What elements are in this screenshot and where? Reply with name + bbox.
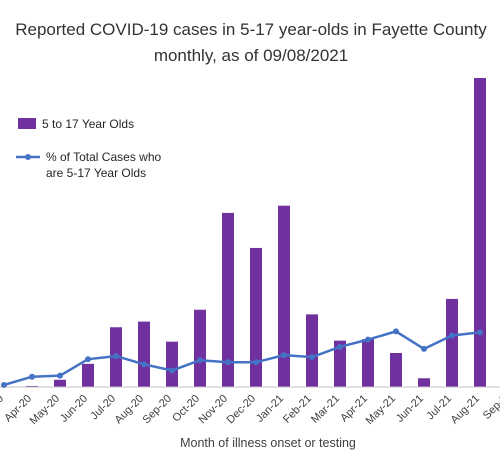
x-tick-Sep-20: Sep-20: [141, 393, 175, 427]
line-point-Apr-20: [29, 373, 35, 380]
legend-bar-swatch: [18, 118, 36, 129]
legend: 5 to 17 Year Olds % of Total Cases who a…: [16, 117, 161, 180]
x-tick-Sep-21: Sep-2: [481, 393, 500, 422]
chart-title-line-2: monthly, as of 09/08/2021: [154, 46, 348, 65]
x-tick-Aug-21: Aug-21: [449, 393, 483, 427]
bar-Nov-20: [222, 212, 234, 387]
bar-May-21: [390, 353, 402, 387]
bar-Aug-20: [138, 321, 150, 387]
legend-bar-label: 5 to 17 Year Olds: [42, 117, 134, 131]
x-tick-Mar-21: Mar-21: [309, 393, 342, 426]
x-axis-label: Month of illness onset or testing: [180, 436, 356, 450]
line-point-Nov-20: [225, 359, 231, 366]
x-tick-May-20: May-20: [28, 393, 62, 427]
line-point-May-20: [57, 372, 63, 379]
bar-Oct-20: [194, 309, 206, 387]
pct-line: [3, 330, 481, 387]
x-tick-Jun-20: Jun-20: [58, 393, 90, 425]
line-point-Jun-21: [421, 345, 427, 352]
x-tick-Aug-20: Aug-20: [113, 393, 147, 427]
x-tick-labels: 20Apr-20May-20Jun-20Jul-20Aug-20Sep-20Oc…: [0, 393, 500, 427]
line-point-Sep-20: [169, 367, 175, 374]
line-point-Oct-20: [197, 357, 203, 364]
bar-Jan-21: [278, 205, 290, 387]
line-point-Aug-20: [141, 361, 147, 368]
legend-line-label-2: are 5-17 Year Olds: [46, 166, 146, 180]
x-tick-Mar-20: 20: [0, 393, 6, 410]
bar-Dec-20: [250, 247, 262, 387]
line-point-Dec-20: [253, 359, 259, 366]
bar-Aug-21: [474, 78, 486, 387]
x-tick-Feb-21: Feb-21: [281, 393, 314, 426]
line-point-Feb-21: [309, 354, 315, 361]
line-point-Mar-21: [337, 343, 343, 350]
bar-Jun-20: [82, 363, 94, 387]
x-tick-Nov-20: Nov-20: [197, 393, 231, 427]
x-tick-May-21: May-21: [364, 393, 398, 427]
legend-line-label-1: % of Total Cases who: [46, 150, 161, 164]
line-point-Mar-20: [1, 381, 7, 388]
line-point-Jul-20: [113, 353, 119, 360]
bar-May-20: [54, 379, 66, 387]
legend-line-marker: [25, 154, 31, 160]
bar-Feb-21: [306, 314, 318, 387]
line-point-Aug-21: [477, 329, 483, 336]
x-tick-Dec-20: Dec-20: [225, 393, 259, 427]
bar-Mar-21: [334, 340, 346, 387]
line-series: [1, 328, 483, 388]
line-point-May-21: [393, 328, 399, 335]
bar-series: [26, 78, 486, 387]
bar-Jul-21: [446, 298, 458, 387]
chart-title-line-1: Reported COVID-19 cases in 5-17 year-old…: [15, 20, 487, 39]
line-point-Jul-21: [449, 332, 455, 339]
x-tick-Jun-21: Jun-21: [394, 393, 426, 425]
line-point-Jan-21: [281, 352, 287, 359]
line-point-Apr-21: [365, 336, 371, 343]
bar-Apr-20: [26, 385, 38, 387]
bar-Apr-21: [362, 339, 374, 387]
bar-Jun-21: [418, 378, 430, 387]
x-tick-Jan-21: Jan-21: [254, 393, 286, 425]
line-point-Jun-20: [85, 356, 91, 363]
bar-Sep-20: [166, 341, 178, 387]
